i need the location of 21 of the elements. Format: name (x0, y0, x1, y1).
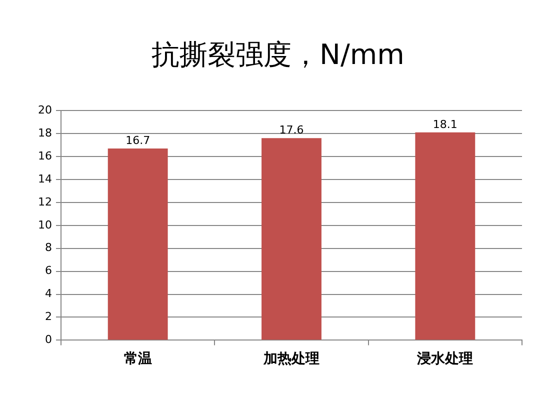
x-tick-label: 浸水处理 (416, 351, 474, 368)
y-tick-label: 4 (44, 287, 52, 300)
bar (415, 132, 476, 340)
data-label: 17.6 (279, 124, 304, 137)
x-tick-label: 加热处理 (262, 351, 320, 368)
x-tick-label: 常温 (124, 351, 152, 368)
data-label: 16.7 (126, 134, 150, 147)
y-tick-label: 14 (38, 172, 52, 186)
bar (108, 148, 168, 340)
y-tick-label: 16 (38, 149, 52, 162)
y-tick-label: 8 (44, 241, 52, 254)
y-tick-label: 12 (38, 195, 52, 208)
y-tick-label: 10 (38, 218, 52, 232)
bar (262, 138, 322, 340)
y-tick-label: 2 (44, 310, 52, 324)
chart-title: 抗撕裂强度，N/mm (152, 38, 404, 72)
y-tick-label: 18 (38, 126, 52, 140)
y-tick-label: 0 (44, 333, 52, 346)
data-label: 18.1 (432, 118, 458, 131)
y-tick-label: 20 (38, 103, 52, 116)
y-tick-label: 6 (44, 264, 52, 278)
